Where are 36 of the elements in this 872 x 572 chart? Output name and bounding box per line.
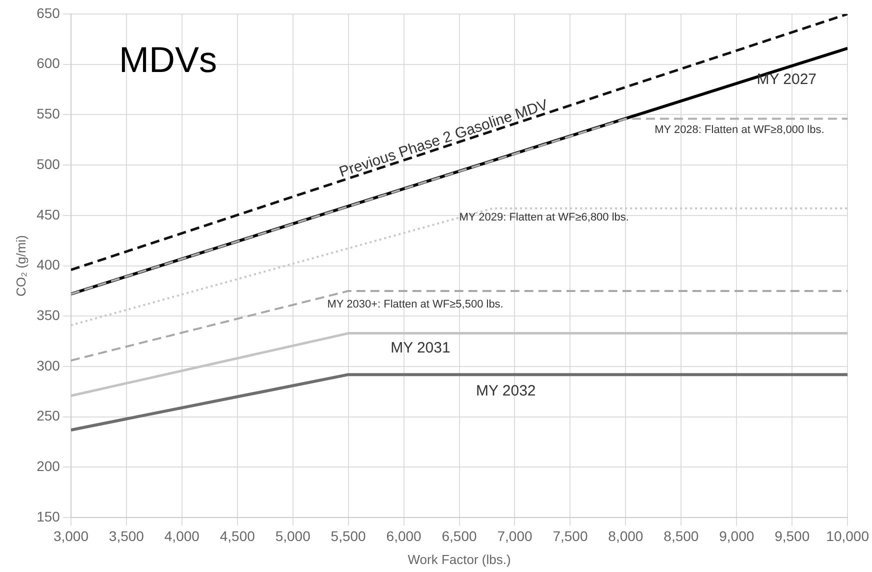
x-tick-label: 9,000	[719, 528, 754, 544]
x-tick-label: 5,500	[330, 528, 366, 544]
series-label: MY 2030+: Flatten at WF≥5,500 lbs.	[327, 298, 504, 310]
x-tick-label: 6,000	[386, 528, 422, 544]
text: Previous Phase 2 Gasoline MDV	[337, 96, 550, 181]
x-tick-label: 8,500	[664, 528, 699, 544]
x-tick-label: 6,500	[442, 528, 477, 544]
series-label: MY 2032	[476, 382, 536, 400]
text: MDVs	[118, 38, 217, 80]
series-label: MY 2029: Flatten at WF≥6,800 lbs.	[459, 212, 629, 224]
x-tick-label: 4,000	[164, 528, 200, 544]
y-tick-label: 450	[36, 206, 60, 222]
y-tick-label: 150	[36, 508, 60, 524]
x-tick-label: 9,500	[774, 528, 810, 544]
y-tick-label: 250	[36, 408, 60, 424]
x-tick-label: 3,500	[108, 528, 144, 544]
series-label: MY 2028: Flatten at WF≥8,000 lbs.	[654, 124, 824, 136]
x-tick-label: 7,500	[552, 528, 588, 544]
y-tick-label: 650	[36, 4, 60, 21]
y-axis-title: CO₂ (g/mi)	[13, 235, 28, 296]
series-label: MY 2031	[390, 339, 450, 356]
y-tick-label: 550	[36, 106, 60, 122]
y-tick-label: 400	[36, 256, 60, 273]
x-tick-label: 7,000	[497, 528, 532, 544]
x-tick-label: 8,000	[608, 528, 644, 544]
x-axis-title: Work Factor (lbs.)	[408, 552, 511, 567]
y-tick-label: 350	[36, 307, 60, 324]
y-tick-label: 200	[36, 458, 60, 474]
x-tick-label: 10,000	[826, 528, 870, 544]
x-tick-label: 3,000	[53, 528, 89, 544]
series-label: MY 2027	[756, 71, 817, 88]
y-tick-label: 600	[36, 55, 60, 72]
x-tick-label: 4,500	[220, 528, 256, 544]
x-tick-label: 5,000	[275, 528, 311, 544]
y-tick-label: 300	[36, 357, 60, 374]
y-tick-label: 500	[36, 156, 60, 172]
